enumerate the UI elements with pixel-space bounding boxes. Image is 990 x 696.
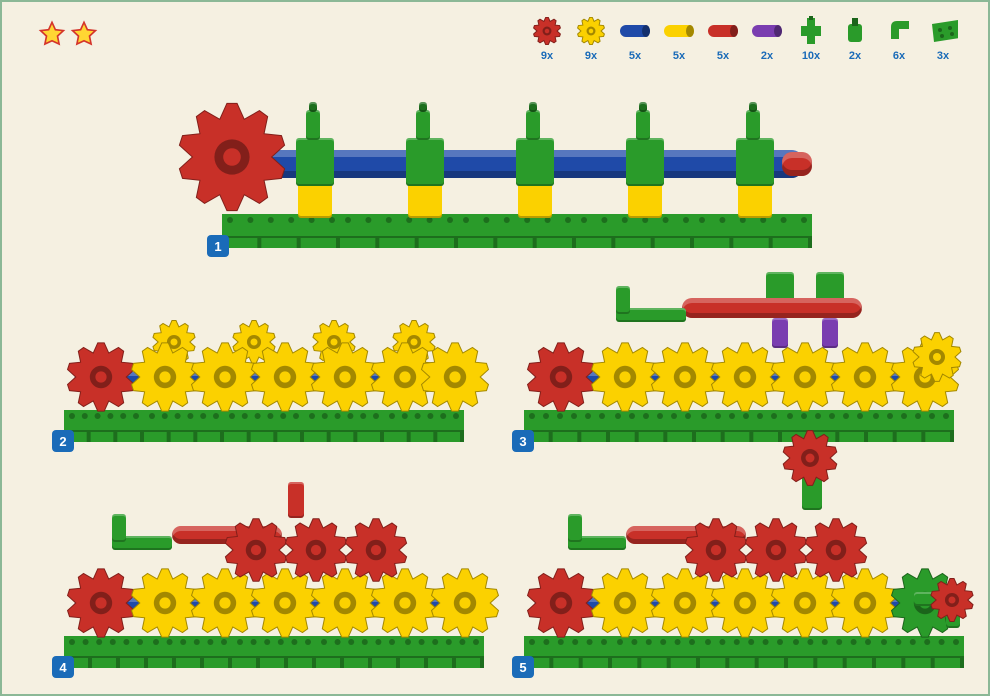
connector-green: [406, 138, 444, 186]
connector-top: [416, 110, 430, 140]
connector-top: [636, 110, 650, 140]
gear: [284, 518, 348, 582]
elbow-green-icon: [884, 16, 914, 46]
connector-pin: [309, 102, 317, 112]
base-plate: [64, 410, 464, 442]
part-count: 2x: [849, 50, 861, 62]
step-badge: 1: [207, 235, 229, 257]
part-elbow-green: 6x: [884, 16, 914, 62]
gear: [526, 568, 596, 638]
gear: [804, 518, 868, 582]
connector-top: [306, 110, 320, 140]
step-badge: 5: [512, 656, 534, 678]
post-purple: [822, 318, 838, 348]
gear: [224, 518, 288, 582]
part-tube-purple: 2x: [752, 16, 782, 62]
difficulty-stars: [38, 20, 98, 53]
crank-handle: [616, 286, 630, 314]
tube-red-icon: [708, 16, 738, 46]
gear: [177, 102, 287, 212]
part-tube-blue: 5x: [620, 16, 650, 62]
gear: [930, 578, 974, 622]
part-count: 5x: [673, 50, 685, 62]
connector-green: [626, 138, 664, 186]
star-icon: [70, 20, 98, 53]
gear-red-icon: [532, 16, 562, 46]
gear: [344, 518, 408, 582]
crank-handle: [568, 514, 582, 542]
gear: [526, 342, 596, 412]
base-plate: [524, 636, 964, 668]
tube-blue-icon: [620, 16, 650, 46]
part-count: 2x: [761, 50, 773, 62]
connector-green: [516, 138, 554, 186]
part-tube-yellow: 5x: [664, 16, 694, 62]
connector-top: [526, 110, 540, 140]
tube-purple-icon: [752, 16, 782, 46]
step-badge: 2: [52, 430, 74, 452]
crank-handle: [112, 514, 126, 542]
part-gear-yellow: 9x: [576, 16, 606, 62]
connector-pin: [419, 102, 427, 112]
plate-green-icon: [928, 16, 958, 46]
part-count: 9x: [541, 50, 553, 62]
part-count: 5x: [717, 50, 729, 62]
part-plate-green: 3x: [928, 16, 958, 62]
part-count: 10x: [802, 50, 820, 62]
base-plate: [524, 410, 954, 442]
gear: [420, 342, 490, 412]
tube: [782, 152, 812, 176]
base-plate: [64, 636, 484, 668]
gear: [912, 332, 962, 382]
connector-pin: [639, 102, 647, 112]
parts-list: 9x 9x 5x 5x 5x 2x 10x 2x 6x 3x: [532, 16, 958, 62]
gear: [744, 518, 808, 582]
post-red: [288, 482, 304, 518]
connector-green: [296, 138, 334, 186]
tube: [682, 298, 862, 318]
part-cap-green: 2x: [840, 16, 870, 62]
step-badge: 4: [52, 656, 74, 678]
step-badge: 3: [512, 430, 534, 452]
part-connector-green: 10x: [796, 16, 826, 62]
gear: [430, 568, 500, 638]
part-tube-red: 5x: [708, 16, 738, 62]
gear-yellow-icon: [576, 16, 606, 46]
part-count: 3x: [937, 50, 949, 62]
star-icon: [38, 20, 66, 53]
connector-pin: [749, 102, 757, 112]
connector-pin: [529, 102, 537, 112]
gear: [66, 342, 136, 412]
base-plate: [222, 214, 812, 248]
connector-green: [736, 138, 774, 186]
part-count: 9x: [585, 50, 597, 62]
gear: [66, 568, 136, 638]
post-purple: [772, 318, 788, 348]
cap-green-icon: [840, 16, 870, 46]
connector-top: [746, 110, 760, 140]
tube-yellow-icon: [664, 16, 694, 46]
part-count: 6x: [893, 50, 905, 62]
connector-green-icon: [796, 16, 826, 46]
gear: [782, 430, 838, 486]
part-count: 5x: [629, 50, 641, 62]
gear: [684, 518, 748, 582]
part-gear-red: 9x: [532, 16, 562, 62]
